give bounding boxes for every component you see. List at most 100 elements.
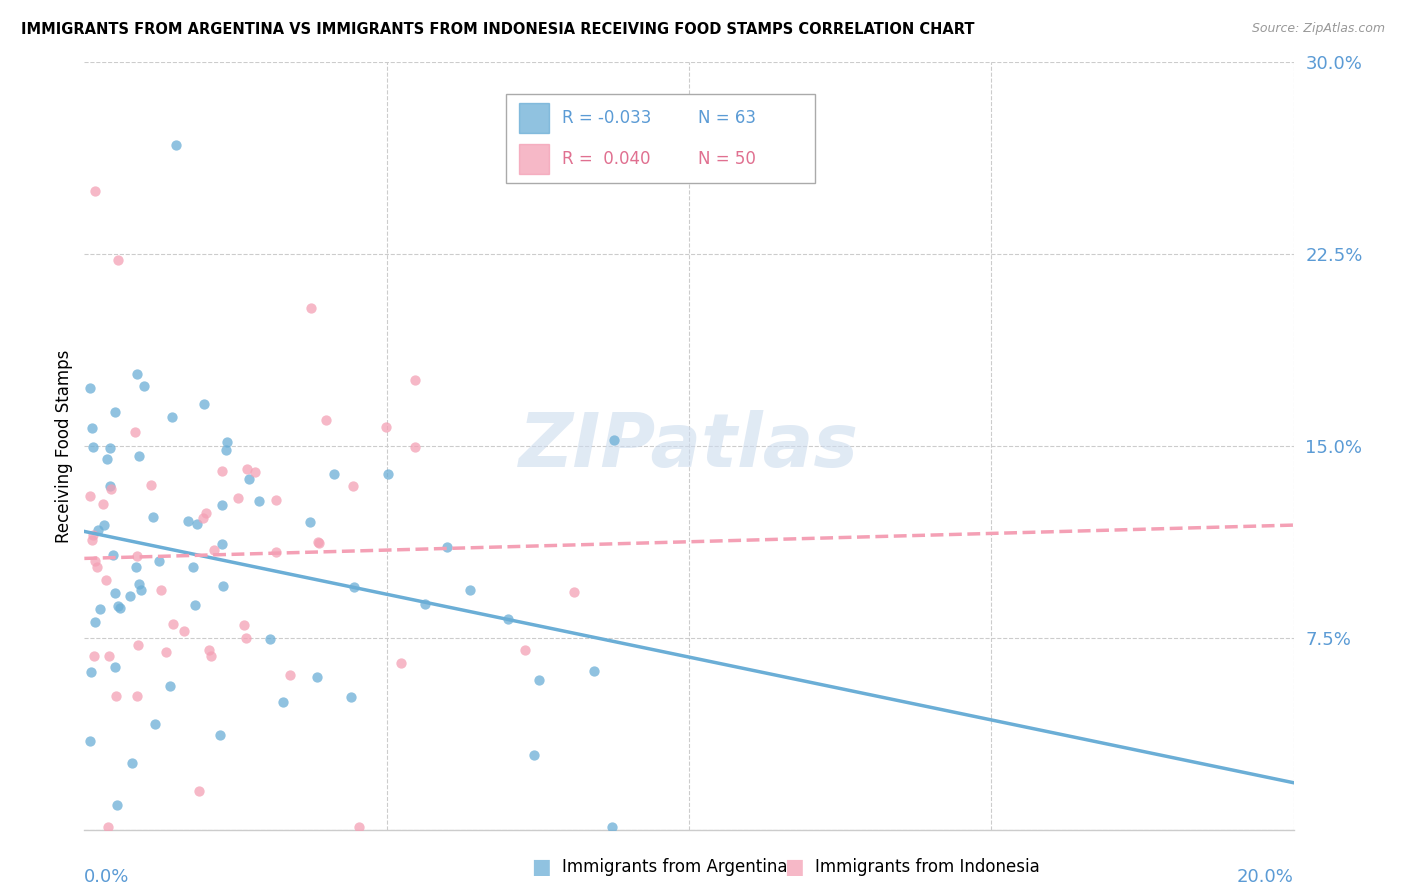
Point [211, 464, 233, 478]
Point [93, 518, 115, 533]
Point [413, 597, 436, 611]
Point [125, 549, 148, 563]
Point [80, 665, 103, 679]
Point [308, 536, 330, 550]
Point [104, 660, 127, 674]
Point [315, 413, 337, 427]
Point [79, 734, 101, 748]
Point [155, 645, 177, 659]
Point [79, 381, 101, 395]
Point [84, 554, 107, 568]
Text: Immigrants from Indonesia: Immigrants from Indonesia [815, 858, 1040, 876]
Point [226, 491, 249, 505]
Point [212, 579, 235, 593]
Text: N = 50: N = 50 [697, 150, 756, 168]
Point [94, 573, 117, 587]
Point [458, 582, 481, 597]
Point [98, 441, 121, 455]
Point [582, 664, 605, 678]
Text: ■: ■ [785, 857, 804, 877]
Point [184, 598, 207, 612]
Bar [519, 144, 550, 174]
Point [124, 425, 146, 439]
Point [217, 434, 239, 449]
Point [82, 533, 104, 547]
Point [89, 602, 111, 616]
Point [343, 580, 366, 594]
Point [148, 554, 170, 568]
Point [194, 507, 217, 521]
Point [98, 648, 121, 663]
Point [603, 433, 626, 447]
Text: 0.0%: 0.0% [84, 869, 129, 887]
Point [162, 617, 184, 632]
Point [600, 820, 623, 834]
Point [187, 784, 209, 798]
Point [98, 478, 121, 492]
Point [160, 410, 183, 425]
Point [104, 586, 127, 600]
Point [307, 535, 329, 549]
Point [176, 514, 198, 528]
Point [80, 421, 103, 435]
Point [107, 252, 129, 267]
Point [377, 467, 399, 481]
Point [305, 670, 328, 684]
Point [142, 510, 165, 524]
Point [529, 673, 551, 687]
Point [193, 510, 215, 524]
Point [238, 472, 260, 486]
Point [236, 462, 259, 476]
Point [298, 515, 321, 529]
Text: Immigrants from Argentina: Immigrants from Argentina [562, 858, 787, 876]
Point [391, 656, 413, 670]
Point [235, 631, 257, 645]
Point [100, 483, 122, 497]
Point [82, 528, 104, 542]
Point [125, 368, 148, 382]
Point [211, 537, 233, 551]
Bar [519, 103, 550, 133]
Point [121, 756, 143, 771]
Point [141, 478, 163, 492]
Point [404, 440, 426, 454]
Point [215, 443, 238, 458]
Point [105, 798, 128, 813]
Point [342, 479, 364, 493]
Point [118, 589, 141, 603]
Point [125, 560, 148, 574]
Point [84, 184, 107, 198]
Point [132, 379, 155, 393]
Point [278, 667, 301, 681]
Point [93, 497, 115, 511]
Point [523, 748, 546, 763]
Point [127, 638, 149, 652]
Point [247, 493, 270, 508]
Point [105, 689, 128, 703]
Text: IMMIGRANTS FROM ARGENTINA VS IMMIGRANTS FROM INDONESIA RECEIVING FOOD STAMPS COR: IMMIGRANTS FROM ARGENTINA VS IMMIGRANTS … [21, 22, 974, 37]
Point [513, 642, 536, 657]
Point [83, 648, 105, 663]
Point [128, 449, 150, 463]
Point [79, 489, 101, 503]
Text: ZIPatlas: ZIPatlas [519, 409, 859, 483]
Point [87, 523, 110, 537]
Point [375, 420, 398, 434]
Point [264, 545, 287, 559]
Text: Source: ZipAtlas.com: Source: ZipAtlas.com [1251, 22, 1385, 36]
Point [200, 648, 222, 663]
Point [129, 582, 152, 597]
Point [404, 373, 426, 387]
Point [273, 695, 295, 709]
Text: R =  0.040: R = 0.040 [562, 150, 651, 168]
Point [128, 577, 150, 591]
Point [264, 492, 287, 507]
Point [349, 820, 371, 834]
Point [211, 499, 233, 513]
Point [149, 582, 172, 597]
Text: R = -0.033: R = -0.033 [562, 109, 651, 127]
Point [233, 618, 256, 632]
Point [562, 585, 585, 599]
Point [259, 632, 281, 647]
Point [143, 717, 166, 731]
